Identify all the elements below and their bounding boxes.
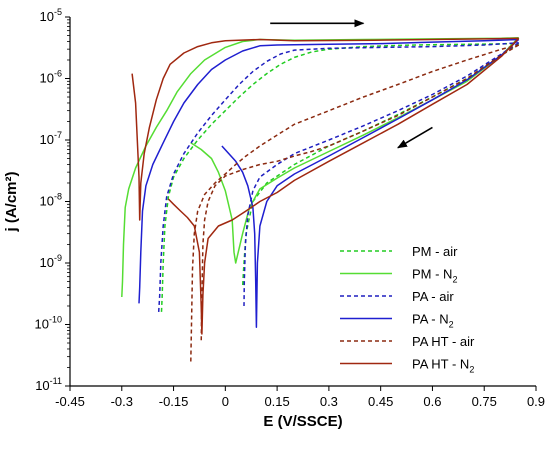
series-line-forward — [121, 36, 519, 298]
x-tick-label: 0.3 — [320, 394, 338, 409]
series-line-reverse — [221, 38, 520, 329]
series-line-reverse — [243, 42, 520, 307]
y-tick-label: 10-11 — [35, 376, 62, 393]
series-line-forward — [190, 44, 519, 362]
x-axis-title: E (V/SSCE) — [263, 413, 342, 430]
x-tick-label: -0.45 — [55, 394, 85, 409]
series-line-forward — [157, 42, 519, 312]
series-5 — [131, 37, 520, 335]
x-tick-label: 0 — [222, 394, 229, 409]
series-line-reverse — [190, 37, 520, 264]
series-line-reverse — [241, 42, 520, 288]
legend-label: PM - air — [412, 244, 458, 259]
y-axis-title: j (A/cm²) — [3, 171, 20, 232]
series-line-forward — [160, 42, 519, 312]
legend: PM - air PM - N2 PA - air PA - N2 PA HT - ai… — [340, 244, 475, 375]
legend-label: PA - N2 — [412, 312, 454, 330]
series-2 — [157, 42, 520, 312]
y-tick-label: 10-7 — [40, 130, 62, 147]
x-tick-label: 0.45 — [368, 394, 393, 409]
series-line-reverse — [200, 44, 520, 344]
series-1 — [121, 36, 520, 298]
x-tick-label: 0.75 — [472, 394, 497, 409]
x-tick-label: 0.6 — [423, 394, 441, 409]
series-line-forward — [138, 38, 519, 304]
x-tick-label: 0.9 — [527, 394, 545, 409]
x-tick-label: -0.15 — [159, 394, 189, 409]
y-tick-label: 10-5 — [40, 7, 62, 24]
legend-label: PA HT - air — [412, 334, 475, 349]
y-tick-label: 10-9 — [40, 253, 62, 270]
series-3 — [138, 38, 520, 329]
series-line-forward — [131, 37, 519, 221]
legend-label: PM - N2 — [412, 267, 457, 285]
x-tick-label: -0.3 — [111, 394, 133, 409]
series-0 — [160, 42, 520, 312]
legend-label: PA HT - N2 — [412, 357, 474, 375]
y-tick-label: 10-8 — [40, 192, 62, 209]
y-tick-label: 10-10 — [35, 315, 62, 332]
x-tick-label: 0.15 — [264, 394, 289, 409]
y-tick-label: 10-6 — [40, 69, 62, 86]
legend-label: PA - air — [412, 289, 454, 304]
series-4 — [190, 44, 520, 362]
scan-direction-arrow-down-left — [397, 126, 433, 149]
series-line-reverse — [167, 37, 520, 335]
